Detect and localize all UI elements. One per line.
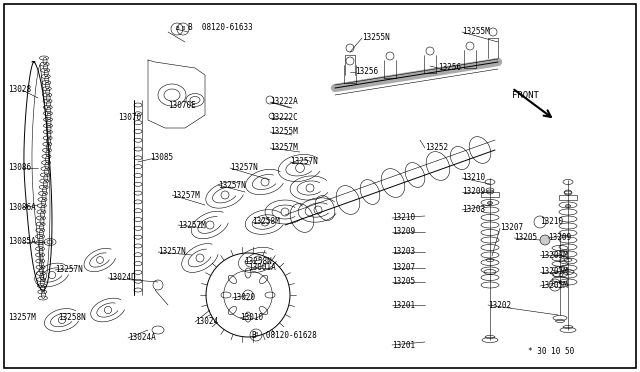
Text: 13257N: 13257N [158,247,186,257]
Text: 13257N: 13257N [218,180,246,189]
Text: 13210: 13210 [462,173,485,183]
Text: 13210: 13210 [540,218,563,227]
Text: 13085: 13085 [150,154,173,163]
Text: B  08120-61628: B 08120-61628 [252,330,317,340]
Text: 13086A: 13086A [8,203,36,212]
Bar [481,192,499,197]
Text: 13252: 13252 [425,144,448,153]
Text: 13205M: 13205M [540,282,568,291]
Text: 13203: 13203 [462,205,485,215]
Text: 13256: 13256 [355,67,378,77]
Text: 13257N: 13257N [55,266,83,275]
Text: 13222A: 13222A [270,97,298,106]
Text: 13256: 13256 [438,64,461,73]
Text: 13203M: 13203M [540,250,568,260]
Text: 13207: 13207 [500,224,523,232]
Text: 13203: 13203 [392,247,415,257]
Ellipse shape [566,205,570,208]
Text: 13001A: 13001A [248,263,276,273]
Text: 13201: 13201 [392,340,415,350]
Text: 13257M: 13257M [172,190,200,199]
Text: 13258N: 13258N [58,314,86,323]
Text: 13201: 13201 [392,301,415,310]
Text: 13258M: 13258M [252,218,280,227]
Text: 13024A: 13024A [128,334,156,343]
Text: B: B [175,26,179,32]
Text: 13210: 13210 [392,214,415,222]
Text: B: B [254,333,258,337]
Text: 13258N: 13258N [244,257,272,266]
Text: 13086: 13086 [8,164,31,173]
Text: 13257M: 13257M [178,221,205,230]
Text: 13209: 13209 [392,228,415,237]
Text: 13209: 13209 [462,187,485,196]
Text: B: B [181,26,185,32]
Text: 13255M: 13255M [462,28,490,36]
Text: 13028: 13028 [8,86,31,94]
Text: 13085A: 13085A [8,237,36,247]
Text: 13257N: 13257N [290,157,317,167]
Text: 13255M: 13255M [270,128,298,137]
Text: 13202: 13202 [488,301,511,310]
Bar [559,195,577,200]
Text: B  08120-61633: B 08120-61633 [188,23,253,32]
Text: 13207: 13207 [392,263,415,273]
Text: 13255N: 13255N [362,33,390,42]
Ellipse shape [488,202,493,205]
Text: 13257M: 13257M [270,144,298,153]
Text: 13205: 13205 [514,234,537,243]
Text: 13257M: 13257M [8,314,36,323]
Text: 13222C: 13222C [270,113,298,122]
Text: 13070E: 13070E [168,100,196,109]
Text: 13207M: 13207M [540,267,568,276]
Text: 13070: 13070 [118,113,141,122]
Text: 13010: 13010 [240,314,263,323]
Text: 13020: 13020 [232,294,255,302]
Text: 13205: 13205 [392,278,415,286]
Text: 13257N: 13257N [230,164,258,173]
Text: FRONT: FRONT [512,90,539,99]
Circle shape [540,235,550,245]
Text: 13024D: 13024D [108,273,136,282]
Text: * 30 10 50: * 30 10 50 [528,347,574,356]
Text: 13024: 13024 [195,317,218,327]
Text: 13209: 13209 [548,234,571,243]
